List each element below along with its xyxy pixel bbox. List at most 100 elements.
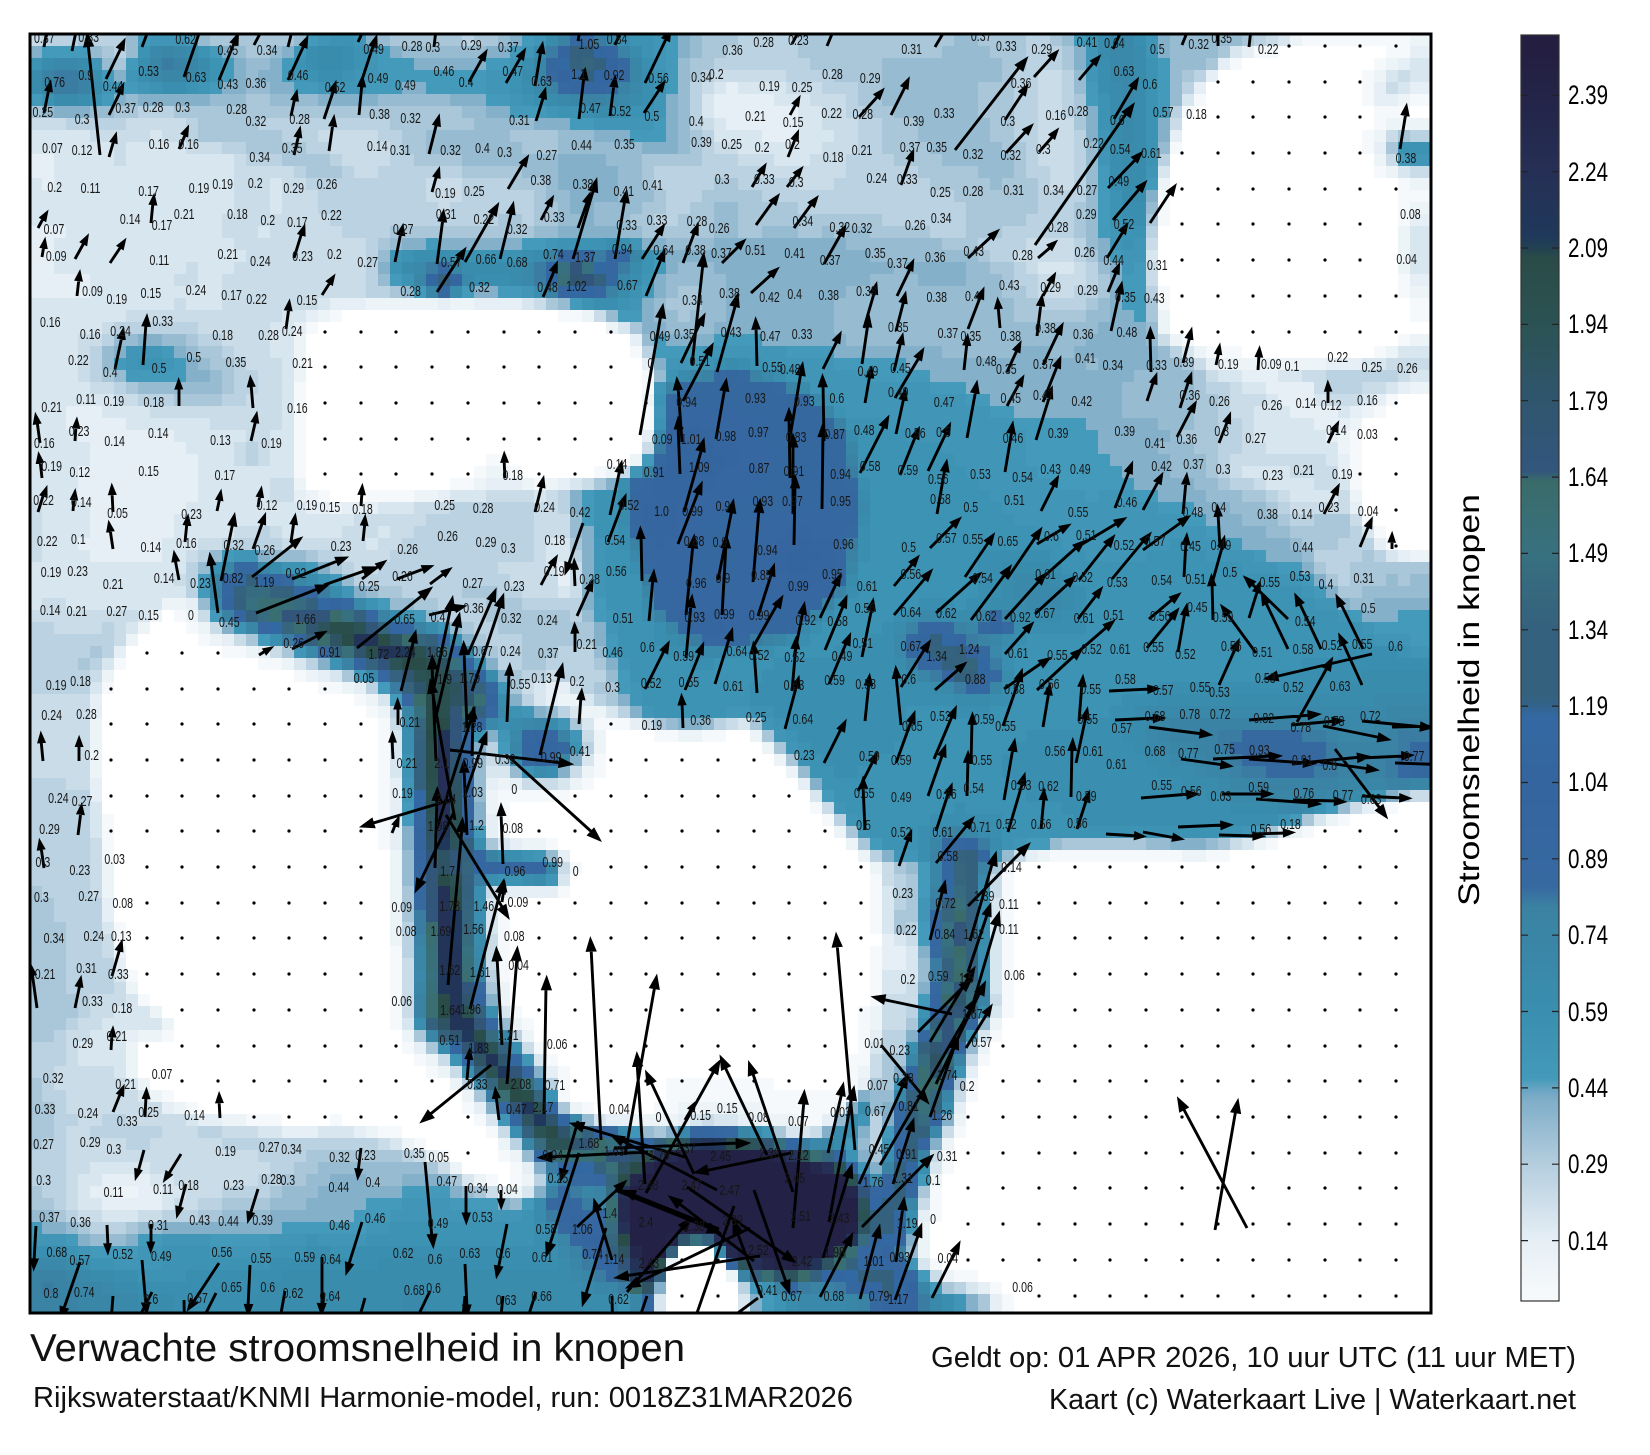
svg-text:0.66: 0.66 [476,251,497,267]
svg-text:0.61: 0.61 [1106,756,1127,772]
svg-text:0.05: 0.05 [354,670,375,686]
svg-text:0.71: 0.71 [970,819,991,835]
svg-text:0.34: 0.34 [468,1180,489,1196]
svg-text:0.29: 0.29 [1076,206,1097,222]
svg-text:0.51: 0.51 [440,1032,461,1048]
svg-text:0.23: 0.23 [504,578,525,594]
svg-text:0.62: 0.62 [976,608,997,624]
svg-text:0.6: 0.6 [428,1251,443,1267]
svg-text:0.2: 0.2 [901,971,916,987]
svg-text:0.47: 0.47 [760,328,781,344]
svg-text:0.23: 0.23 [889,1042,910,1058]
svg-text:0.2: 0.2 [260,212,275,228]
svg-text:Geldt op: 01 APR 2026, 10 uur: Geldt op: 01 APR 2026, 10 uur UTC (11 uu… [931,1342,1576,1374]
svg-text:0.43: 0.43 [218,76,239,92]
svg-text:0.14: 0.14 [104,433,125,449]
svg-text:0.35: 0.35 [961,328,982,344]
svg-text:0.55: 0.55 [1143,639,1164,655]
svg-text:0.49: 0.49 [428,1215,449,1231]
svg-text:0.18: 0.18 [112,1000,133,1016]
svg-text:1.4: 1.4 [602,1205,617,1221]
svg-text:0.2: 0.2 [327,246,342,262]
svg-text:1.79: 1.79 [1568,386,1608,416]
svg-text:0.16: 0.16 [176,535,197,551]
svg-text:0.43: 0.43 [999,277,1020,293]
svg-text:0.2: 0.2 [248,175,263,191]
svg-text:0.57: 0.57 [1153,104,1174,120]
svg-text:0.67: 0.67 [472,643,493,659]
svg-text:0.15: 0.15 [297,292,318,308]
svg-text:2.51: 2.51 [790,1208,811,1224]
svg-text:0.28: 0.28 [76,706,97,722]
svg-text:0.14: 0.14 [1568,1226,1608,1256]
svg-text:0.6: 0.6 [1044,528,1059,544]
svg-text:0.38: 0.38 [573,176,594,192]
svg-text:0.03: 0.03 [104,851,125,867]
svg-text:0.63: 0.63 [460,1245,481,1261]
svg-text:0.32: 0.32 [400,110,421,126]
svg-text:0.55: 0.55 [1080,681,1101,697]
svg-text:0.33: 0.33 [647,212,668,228]
svg-text:0.49: 0.49 [891,789,912,805]
svg-text:0.59: 0.59 [859,748,880,764]
svg-text:0.28: 0.28 [402,38,423,54]
svg-text:0.36: 0.36 [463,600,484,616]
svg-text:1.96: 1.96 [460,1001,481,1017]
svg-text:0.23: 0.23 [892,885,913,901]
svg-text:0.21: 0.21 [115,1076,136,1092]
svg-text:0.28: 0.28 [1048,219,1069,235]
svg-text:0.36: 0.36 [722,42,743,58]
svg-text:0.58: 0.58 [1115,671,1136,687]
svg-text:0.14: 0.14 [1326,422,1347,438]
svg-text:0.04: 0.04 [497,1181,518,1197]
svg-text:0: 0 [188,607,194,623]
svg-text:2.52: 2.52 [748,1242,769,1258]
svg-text:0.26: 0.26 [709,220,730,236]
svg-text:0.33: 0.33 [108,966,129,982]
svg-text:0.56: 0.56 [1181,783,1202,799]
svg-text:0.38: 0.38 [818,287,839,303]
svg-text:0.61: 0.61 [1141,145,1162,161]
svg-text:0.14: 0.14 [148,425,169,441]
svg-text:0.27: 0.27 [357,254,378,270]
svg-text:0.51: 0.51 [1004,492,1025,508]
svg-text:0.55: 0.55 [1151,777,1172,793]
svg-text:0.96: 0.96 [686,575,707,591]
svg-text:0.4: 0.4 [1211,499,1226,515]
svg-text:0.63: 0.63 [1114,63,1135,79]
svg-text:0.64: 0.64 [653,242,674,258]
svg-text:0.56: 0.56 [1045,743,1066,759]
svg-text:0.23: 0.23 [190,575,211,591]
svg-text:0.93: 0.93 [889,1249,910,1265]
svg-text:0.45: 0.45 [1180,538,1201,554]
svg-text:0.2: 0.2 [755,139,770,155]
svg-text:0.19: 0.19 [297,497,318,513]
svg-text:0.55: 0.55 [1047,647,1068,663]
svg-text:0.14: 0.14 [184,1107,205,1123]
svg-text:0.6: 0.6 [260,1279,275,1295]
svg-text:0.48: 0.48 [976,353,997,369]
svg-text:2.48: 2.48 [638,1177,659,1193]
svg-text:0.52: 0.52 [930,708,951,724]
svg-text:0.27: 0.27 [33,1136,54,1152]
svg-text:2.4: 2.4 [639,1214,654,1230]
svg-text:1.01: 1.01 [681,431,702,447]
svg-text:0.49: 0.49 [151,1248,172,1264]
svg-text:0.51: 0.51 [1103,607,1124,623]
svg-text:0.75: 0.75 [1214,741,1235,757]
svg-text:0.29: 0.29 [1040,279,1061,295]
svg-text:1.9: 1.9 [437,671,452,687]
svg-text:0.1: 0.1 [926,1172,941,1188]
svg-text:0.25: 0.25 [138,1104,159,1120]
svg-text:0.14: 0.14 [120,211,141,227]
svg-text:1.26: 1.26 [932,1107,953,1123]
svg-text:0.93: 0.93 [794,393,815,409]
svg-text:2.17: 2.17 [533,1099,554,1115]
svg-text:1.83: 1.83 [468,1040,489,1056]
svg-text:1.14: 1.14 [604,1251,625,1267]
svg-text:0.52: 0.52 [112,1246,133,1262]
svg-text:0.58: 0.58 [930,491,951,507]
svg-text:0.52: 0.52 [641,675,662,691]
svg-text:0.37: 0.37 [39,1209,60,1225]
svg-text:0.58: 0.58 [938,848,959,864]
